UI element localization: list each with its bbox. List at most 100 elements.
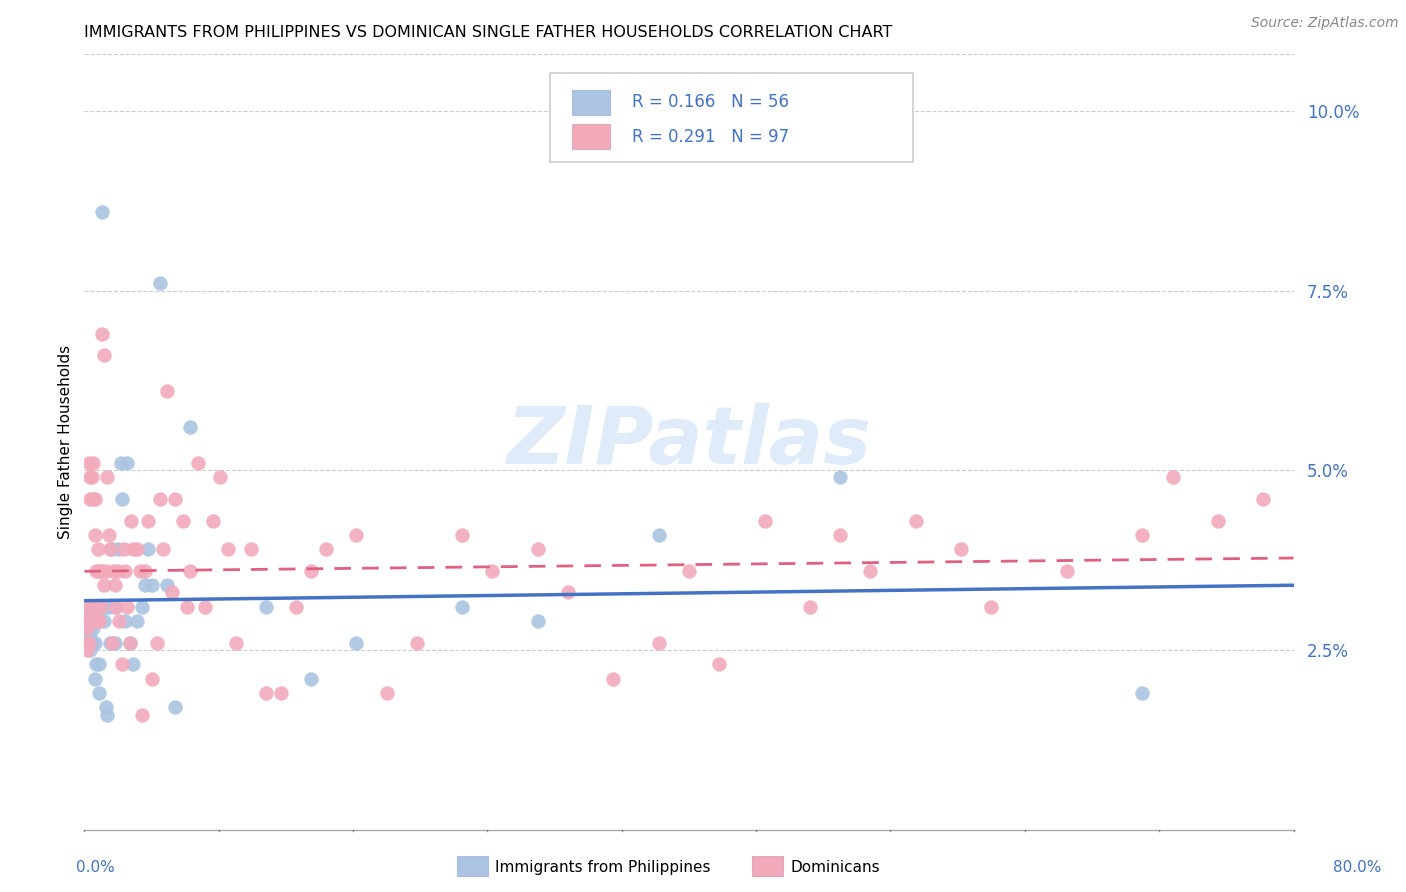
Point: [346, 528, 368, 542]
Point: [451, 528, 474, 542]
Point: [160, 585, 183, 599]
Point: [86, 657, 108, 672]
Point: [1206, 514, 1229, 528]
Point: [129, 564, 152, 578]
Point: [76, 643, 98, 657]
Point: [100, 542, 122, 557]
Point: [76, 614, 98, 628]
Point: [115, 456, 138, 470]
Point: [84, 491, 107, 506]
Point: [112, 542, 135, 557]
Point: [110, 456, 132, 470]
Point: [209, 470, 232, 484]
Point: [149, 277, 172, 291]
Point: [82, 621, 104, 635]
Point: [97, 528, 120, 542]
Point: [179, 564, 201, 578]
Point: [299, 564, 322, 578]
Point: [134, 564, 156, 578]
Point: [89, 614, 111, 628]
Point: [1253, 491, 1275, 506]
Point: [121, 542, 143, 557]
Point: [87, 599, 110, 614]
Point: [77, 456, 100, 470]
Point: [315, 542, 337, 557]
Point: [96, 707, 118, 722]
Point: [77, 621, 100, 635]
FancyBboxPatch shape: [550, 73, 912, 162]
Point: [131, 707, 153, 722]
Point: [84, 636, 107, 650]
Point: [141, 672, 163, 686]
Point: [527, 614, 550, 628]
Point: [165, 700, 187, 714]
Point: [90, 599, 112, 614]
Point: [91, 204, 114, 219]
Point: [118, 636, 141, 650]
Text: IMMIGRANTS FROM PHILIPPINES VS DOMINICAN SINGLE FATHER HOUSEHOLDS CORRELATION CH: IMMIGRANTS FROM PHILIPPINES VS DOMINICAN…: [84, 25, 893, 40]
Point: [285, 599, 308, 614]
Point: [165, 491, 187, 506]
Point: [149, 491, 172, 506]
Point: [451, 599, 474, 614]
Point: [80, 614, 103, 628]
Point: [79, 643, 101, 657]
Point: [225, 636, 247, 650]
Point: [127, 542, 149, 557]
Point: [79, 491, 101, 506]
Point: [107, 542, 129, 557]
Point: [84, 528, 107, 542]
Point: [152, 542, 174, 557]
Point: [118, 636, 141, 650]
Point: [79, 614, 101, 628]
Point: [115, 599, 138, 614]
Point: [79, 470, 101, 484]
Point: [904, 514, 927, 528]
Point: [94, 700, 117, 714]
Point: [527, 542, 550, 557]
Point: [75, 636, 97, 650]
Point: [254, 599, 277, 614]
Point: [648, 528, 671, 542]
Point: [709, 657, 731, 672]
Point: [136, 514, 159, 528]
Point: [93, 348, 115, 362]
Text: R = 0.166   N = 56: R = 0.166 N = 56: [633, 94, 789, 112]
Point: [82, 599, 104, 614]
Point: [89, 657, 111, 672]
Point: [111, 657, 134, 672]
Point: [77, 614, 100, 628]
Text: Dominicans: Dominicans: [790, 860, 880, 874]
Text: R = 0.291   N = 97: R = 0.291 N = 97: [633, 128, 789, 145]
Text: 0.0%: 0.0%: [76, 860, 115, 874]
Point: [80, 599, 103, 614]
Point: [80, 599, 103, 614]
Point: [346, 636, 368, 650]
Point: [76, 628, 98, 642]
Point: [1130, 528, 1153, 542]
Point: [75, 607, 97, 621]
Point: [77, 636, 100, 650]
Point: [98, 636, 121, 650]
Point: [156, 384, 179, 399]
Point: [77, 636, 100, 650]
Point: [187, 456, 209, 470]
Point: [254, 686, 277, 700]
Point: [90, 564, 112, 578]
Point: [830, 528, 852, 542]
Point: [108, 614, 131, 628]
Point: [86, 599, 108, 614]
Point: [375, 686, 398, 700]
Point: [141, 578, 163, 592]
Point: [89, 686, 111, 700]
Point: [176, 599, 198, 614]
Point: [93, 614, 115, 628]
Point: [799, 599, 821, 614]
Point: [950, 542, 973, 557]
Point: [104, 599, 127, 614]
Point: [80, 470, 103, 484]
Y-axis label: Single Father Households: Single Father Households: [58, 344, 73, 539]
Point: [86, 614, 108, 628]
Point: [82, 614, 104, 628]
Point: [1056, 564, 1078, 578]
